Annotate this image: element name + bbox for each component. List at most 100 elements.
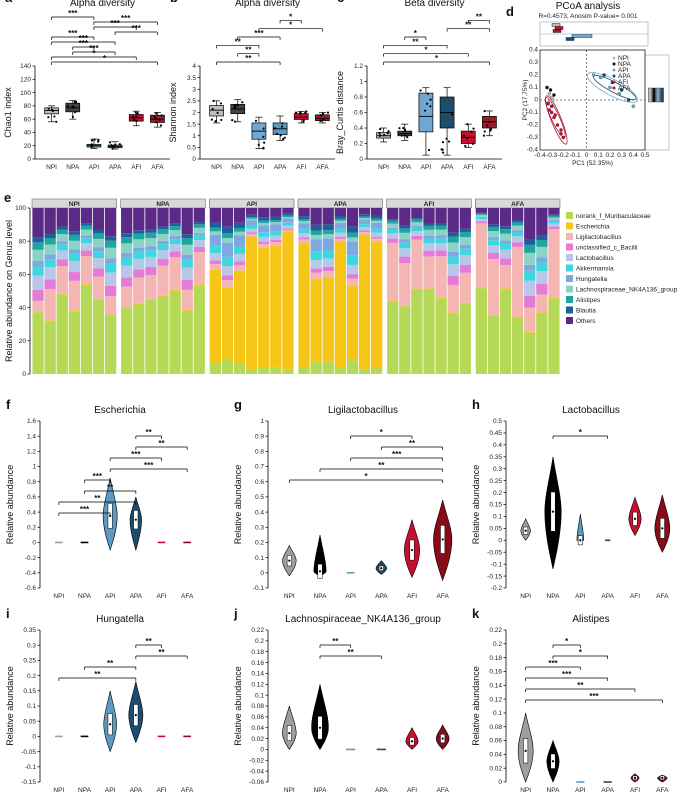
- bar-segment-Ligilactobacillus: [282, 229, 294, 233]
- y-tick-label: 0.9: [255, 433, 264, 440]
- bar-segment-Escherichia: [423, 288, 435, 290]
- bar-segment-Hungatella: [524, 264, 536, 271]
- x-tick-label: APA: [130, 593, 143, 600]
- data-point: [426, 92, 430, 95]
- significance-label: ***: [562, 670, 572, 679]
- y-tick-label: 0: [498, 779, 502, 786]
- bar-segment-norank_f_Muribaculaceae: [193, 285, 205, 374]
- bar-segment-unclassified_c_Bacilli: [447, 275, 459, 285]
- x-tick-label: AFI: [407, 787, 417, 794]
- bar-segment-Alistipes: [92, 233, 105, 239]
- significance-label: **: [409, 439, 416, 448]
- significance-label: *: [103, 54, 107, 63]
- data-point: [326, 111, 330, 114]
- bar-segment-unclassified_c_Bacilli: [258, 241, 270, 244]
- y-tick-label: -0.4: [527, 147, 539, 154]
- bar-segment-norank_f_Muribaculaceae: [246, 368, 258, 374]
- data-point: [233, 105, 236, 108]
- y-tick-label: 0.3: [27, 642, 36, 649]
- significance-label: ***: [548, 659, 558, 668]
- data-point: [281, 122, 284, 125]
- bar-segment-Lactobacillus: [370, 232, 383, 237]
- significance-label: *: [414, 29, 418, 38]
- bar-segment-Blautia: [145, 229, 157, 233]
- bar-segment-Hungatella: [181, 254, 193, 260]
- bar-segment-norank_f_Muribaculaceae: [258, 366, 270, 374]
- bar-segment-Others: [358, 208, 371, 215]
- y-axis-label: Chao1 index: [3, 87, 13, 138]
- x-tick-label: API: [345, 593, 356, 600]
- y-tick-label: 0.18: [251, 649, 264, 656]
- bar-segment-Akkermansia: [209, 245, 222, 254]
- bar-segment-Lactobacillus: [193, 240, 205, 247]
- bar-segment-Lachnospiraceae_NK4A136_group: [423, 229, 435, 236]
- bar-segment-Ligilactobacillus: [334, 238, 346, 242]
- bar-segment-Alistipes: [32, 242, 44, 250]
- bar-segment-unclassified_c_Bacilli: [370, 236, 383, 239]
- bar-segment-Alistipes: [221, 233, 234, 238]
- bar-segment-Lachnospiraceae_NK4A136_group: [56, 234, 68, 242]
- data-point: [262, 146, 265, 149]
- bar-segment-Ligilactobacillus: [387, 242, 399, 301]
- bar-segment-Alistipes: [44, 238, 56, 245]
- bar-segment-norank_f_Muribaculaceae: [145, 299, 157, 374]
- data-point: [424, 109, 427, 112]
- data-point: [466, 137, 469, 140]
- bar-segment-Blautia: [169, 223, 181, 227]
- significance-label: **: [332, 637, 339, 646]
- bar-segment-Blautia: [346, 226, 359, 233]
- data-point: [378, 134, 381, 137]
- legend-marker: [612, 62, 616, 66]
- x-tick-label: AFA: [656, 787, 669, 794]
- bar-segment-Lachnospiraceae_NK4A136_group: [475, 214, 488, 217]
- bar-segment-Lachnospiraceae_NK4A136_group: [512, 225, 524, 231]
- data-point: [398, 127, 401, 130]
- bar-segment-Lactobacillus: [56, 250, 68, 260]
- data-point: [52, 109, 55, 112]
- significance-label: ***: [68, 29, 78, 38]
- legend-label: norank_f_Muribaculaceae: [576, 213, 651, 220]
- panel-letter: b: [170, 0, 178, 5]
- y-tick-label: 2.5: [187, 98, 196, 105]
- y-tick-label: -0.2: [527, 122, 539, 129]
- y-tick-label: 4: [192, 63, 196, 70]
- bar-segment-Akkermansia: [56, 244, 68, 251]
- y-tick-label: 0.2: [27, 673, 36, 680]
- bar-segment-Ligilactobacillus: [524, 307, 536, 332]
- data-point: [111, 147, 114, 150]
- y-tick-label: 80: [19, 238, 27, 245]
- bar-segment-Others: [121, 208, 133, 234]
- x-tick-label: API: [575, 787, 586, 794]
- bar-segment-Akkermansia: [104, 263, 117, 273]
- x-tick-label: 0: [585, 152, 589, 159]
- x-tick-label: NPA: [78, 593, 92, 600]
- y-axis-label: PC2 (17.75%): [522, 80, 529, 121]
- y-tick-label: 0: [192, 156, 196, 163]
- y-tick-label: 0.1: [27, 703, 36, 710]
- significance-label: *: [579, 648, 583, 657]
- bar-segment-Others: [246, 208, 258, 215]
- y-tick-label: 0.35: [489, 454, 502, 461]
- bar-segment-Hungatella: [536, 257, 548, 263]
- data-point: [71, 115, 74, 118]
- violin-median: [633, 517, 637, 520]
- bar-segment-Others: [181, 208, 193, 235]
- significance-label: ***: [589, 692, 599, 701]
- bar-segment-Others: [423, 208, 435, 224]
- significance-label: ***: [93, 472, 103, 481]
- data-point: [154, 117, 157, 120]
- bar-segment-Lachnospiraceae_NK4A136_group: [346, 237, 359, 242]
- bar-segment-Others: [310, 208, 322, 225]
- y-tick-label: 0.12: [489, 696, 502, 703]
- bar-segment-unclassified_c_Bacilli: [133, 269, 145, 278]
- data-point: [403, 128, 407, 131]
- violin-median: [380, 567, 383, 570]
- x-tick-label: -0.3: [546, 152, 558, 159]
- bar-segment-Ligilactobacillus: [487, 259, 500, 316]
- bar-segment-Lachnospiraceae_NK4A136_group: [193, 227, 205, 234]
- bar-segment-norank_f_Muribaculaceae: [133, 304, 145, 374]
- chart-title: Alistipes: [572, 614, 609, 625]
- bar-segment-unclassified_c_Bacilli: [104, 285, 117, 297]
- bar-segment-Ligilactobacillus: [221, 280, 234, 288]
- chart-subtitle: R=0.4573, Anosim P-value= 0.001: [538, 13, 637, 20]
